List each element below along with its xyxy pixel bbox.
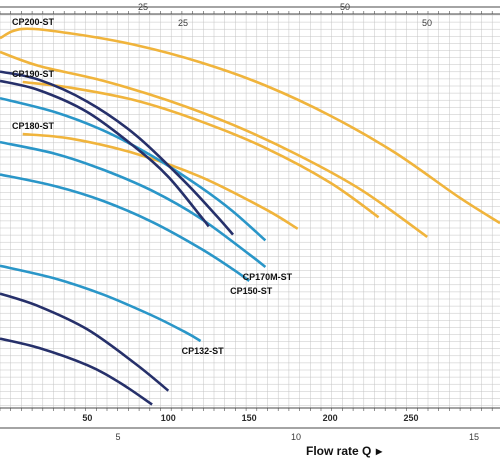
bottom-axis-2-tick-label: 15	[469, 432, 479, 442]
curve-label-cp180-st: CP180-ST	[12, 121, 55, 131]
bottom-axis-2-tick-label: 10	[291, 432, 301, 442]
tick-labels: 50 100 150 200 250 25 50 25 50 5 10 15	[82, 2, 479, 442]
curve-series-11	[0, 292, 170, 392]
curve-label-cp200-st: CP200-ST	[12, 17, 55, 27]
x-tick-label: 50	[82, 413, 92, 423]
x-tick-label: 200	[323, 413, 338, 423]
curve-label-cp190-st: CP190-ST	[12, 69, 55, 79]
curve-label-cp132-st: CP132-ST	[182, 346, 225, 356]
curve-series-10	[0, 79, 210, 228]
top-axis-2-tick-label: 50	[422, 18, 432, 28]
curve-cp132-st	[0, 264, 202, 343]
x-tick-label: 100	[161, 413, 176, 423]
curve-cp150-st	[0, 173, 250, 282]
x-tick-label: 250	[403, 413, 418, 423]
grid	[0, 14, 500, 408]
x-axis-arrow-icon: ▸	[375, 444, 383, 458]
curve-series-5	[0, 96, 267, 242]
x-tick-label: 150	[242, 413, 257, 423]
curve-cp190-st	[22, 80, 380, 219]
axes	[0, 6, 500, 429]
top-axis-1-tick-label: 25	[138, 2, 148, 12]
top-axis-2-tick-label: 25	[178, 18, 188, 28]
curve-cp200-st	[0, 27, 500, 225]
curve-cp170m-st	[0, 140, 267, 269]
curve-series-2	[0, 50, 428, 238]
x-axis-title: Flow rate Q	[306, 444, 371, 458]
curves	[0, 27, 500, 406]
curve-label-cp150-st: CP150-ST	[230, 286, 273, 296]
curve-series-9	[0, 70, 234, 236]
curve-series-12	[0, 337, 153, 406]
curve-labels: CP200-ST CP190-ST CP180-ST CP170M-ST CP150-S…	[12, 17, 293, 356]
curve-label-cp170m-st: CP170M-ST	[243, 272, 293, 282]
top-axis-1-tick-label: 50	[340, 2, 350, 12]
bottom-axis-2-tick-label: 5	[115, 432, 120, 442]
